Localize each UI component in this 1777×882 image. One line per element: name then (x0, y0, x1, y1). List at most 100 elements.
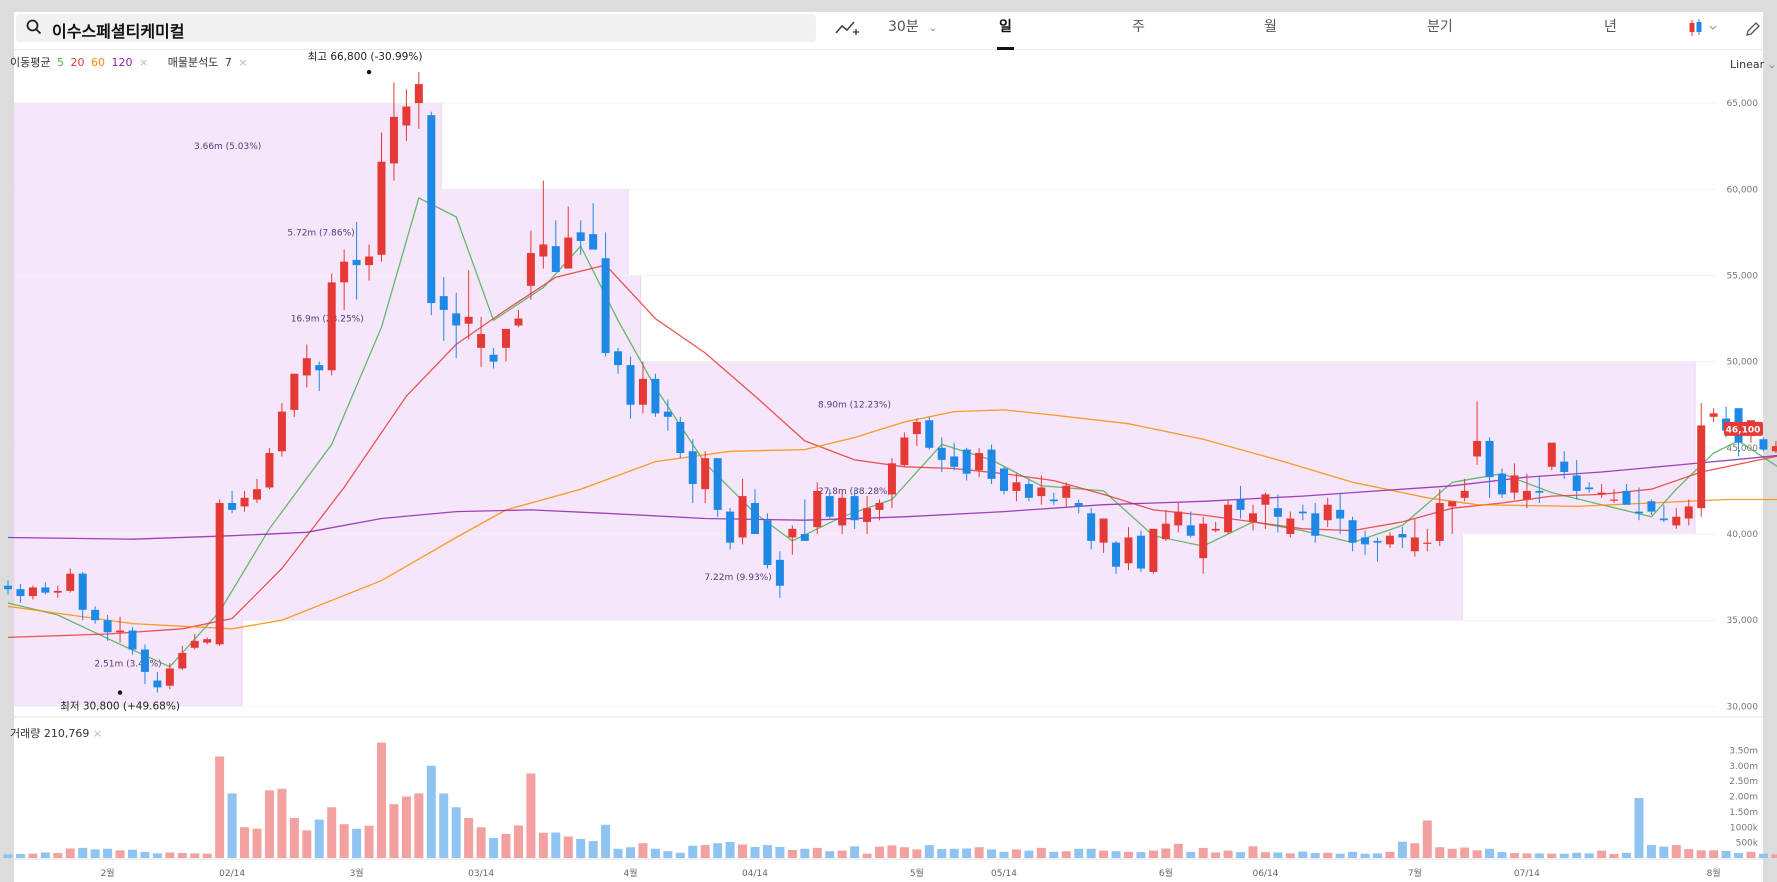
candle-body (1136, 535, 1145, 569)
candle-body (277, 411, 286, 452)
candle-body (1161, 523, 1170, 540)
candle-body (1012, 482, 1021, 491)
chart-type-icon[interactable] (1688, 18, 1722, 38)
candle-body (203, 639, 212, 643)
volume-bar (663, 851, 673, 858)
candle-body (1149, 528, 1158, 572)
volume-profile-bar (13, 533, 1463, 621)
volume-value: 210,769 (43, 727, 90, 740)
volume-bar (526, 773, 536, 858)
volume-bar (688, 845, 698, 858)
volume-bar (1534, 853, 1544, 858)
indicator-bar: 이동평균 5 20 60 120 × 매물분석도 7 × (10, 54, 251, 70)
tab-day[interactable]: 일 (997, 16, 1014, 50)
candle-body (1249, 513, 1257, 522)
candle-body (1759, 439, 1768, 450)
candle-body (464, 316, 473, 324)
candle-body (813, 490, 822, 528)
volume-bar (364, 825, 374, 858)
volume-bar (1447, 848, 1457, 858)
drawing-tool-icon[interactable] (834, 18, 860, 38)
candle-body (937, 447, 946, 460)
candle-body (900, 437, 909, 466)
candle-body (751, 502, 759, 535)
volume-bar (700, 845, 710, 858)
volume-bar (1758, 853, 1768, 858)
time-tick-label: 7월 (1408, 867, 1422, 879)
volume-profile-label: 8.90m (12.23%) (818, 401, 891, 411)
profile-value: 7 (224, 56, 232, 69)
volume-bar (1684, 849, 1694, 858)
candle-body (539, 244, 548, 257)
volume-remove-icon[interactable]: × (92, 727, 103, 740)
volume-bar (1148, 850, 1158, 858)
tab-year[interactable]: 년 (1604, 19, 1617, 35)
volume-bar (601, 824, 611, 858)
candle-body (614, 351, 623, 366)
candle-body (1385, 535, 1394, 545)
volume-bar (1024, 850, 1034, 858)
candle-body (775, 559, 784, 586)
profile-remove-icon[interactable]: × (238, 56, 248, 69)
high-marker-dot (366, 69, 372, 75)
ma-remove-icon[interactable]: × (138, 56, 149, 69)
volume-bar (800, 848, 810, 858)
candle-body (1659, 518, 1668, 521)
interval-select[interactable]: 30분 ⌄ (888, 16, 937, 36)
volume-tick-label: 1000k (1730, 823, 1759, 833)
volume-bar (638, 843, 648, 858)
volume-bar (1236, 852, 1246, 858)
volume-bar (1186, 851, 1196, 858)
volume-bar (1597, 850, 1607, 858)
tab-week[interactable]: 주 (1132, 19, 1145, 35)
candle-body (302, 358, 311, 376)
candle-body (1597, 492, 1606, 495)
time-tick-label: 3월 (350, 867, 364, 879)
candle-body (738, 496, 747, 538)
candle-body (875, 502, 884, 510)
candle-body (887, 463, 896, 495)
volume-bar (1746, 851, 1756, 858)
candle-body (315, 365, 324, 371)
candle-body (1186, 525, 1195, 536)
candle-body (987, 449, 996, 479)
scale-select[interactable]: Linear ⌄ (1730, 58, 1776, 71)
volume-bar (103, 848, 113, 858)
volume-bar (1709, 850, 1719, 858)
volume-bar (1634, 798, 1644, 858)
candle-body (1535, 490, 1544, 493)
volume-bar (1335, 853, 1345, 858)
volume-bar (1223, 850, 1233, 858)
tab-month[interactable]: 월 (1264, 19, 1277, 35)
candle-body (1273, 508, 1282, 517)
search-icon[interactable] (26, 19, 42, 35)
candle-body (1348, 520, 1357, 543)
candle-body (91, 609, 100, 621)
volume-bar (738, 844, 748, 858)
tab-quarter[interactable]: 분기 (1427, 19, 1453, 35)
price-tick-label: 40,000 (1727, 530, 1759, 540)
volume-bar (289, 818, 299, 858)
volume-tick-label: 3.00m (1729, 762, 1758, 772)
candle-body (103, 620, 112, 633)
current-price-tag (1724, 421, 1763, 436)
candle-body (414, 84, 423, 104)
time-tick-label: 07/14 (1514, 869, 1540, 879)
candle-body (1311, 513, 1320, 536)
candle-body (1634, 511, 1643, 514)
volume-bar (887, 845, 897, 858)
volume-bar (1422, 820, 1432, 858)
ma-120: 120 (111, 56, 133, 69)
candle-body (1498, 473, 1506, 495)
candle-body (128, 630, 137, 650)
candle-body (1610, 499, 1619, 501)
volume-bar (987, 849, 997, 858)
volume-bar (1734, 853, 1744, 858)
stock-search-box[interactable]: 이수스페셜티케미컬 (16, 14, 816, 42)
pencil-icon[interactable] (1744, 20, 1762, 38)
volume-bar (899, 847, 909, 858)
candle-body (1709, 413, 1718, 417)
volume-bar (1099, 850, 1109, 858)
volume-bar (1161, 848, 1171, 858)
volume-bar (1671, 845, 1681, 858)
